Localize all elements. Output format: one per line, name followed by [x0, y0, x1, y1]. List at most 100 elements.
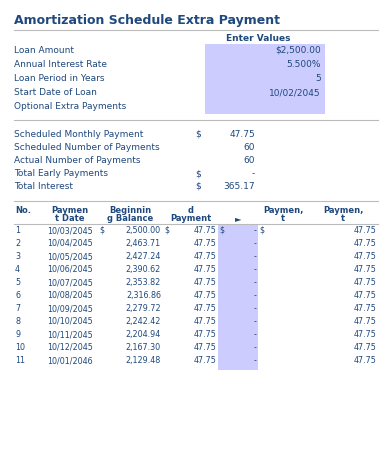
- Text: -: -: [253, 317, 256, 326]
- Text: $: $: [99, 226, 104, 235]
- Text: 47.75: 47.75: [193, 317, 216, 326]
- Text: Scheduled Monthly Payment: Scheduled Monthly Payment: [14, 130, 144, 139]
- Text: 47.75: 47.75: [193, 252, 216, 261]
- Text: d: d: [188, 206, 193, 215]
- Text: 3: 3: [15, 252, 20, 261]
- Text: 6: 6: [15, 291, 20, 300]
- Text: Total Interest: Total Interest: [14, 182, 73, 191]
- Text: 47.75: 47.75: [229, 130, 255, 139]
- Text: 2,463.71: 2,463.71: [126, 239, 161, 248]
- Text: -: -: [253, 265, 256, 274]
- Text: 10/06/2045: 10/06/2045: [47, 265, 93, 274]
- Text: 10/12/2045: 10/12/2045: [47, 343, 93, 352]
- Bar: [205, 44, 325, 114]
- Text: Loan Period in Years: Loan Period in Years: [14, 74, 105, 83]
- Text: Paymen: Paymen: [51, 206, 89, 215]
- Text: $: $: [259, 226, 264, 235]
- Text: 10/02/2045: 10/02/2045: [269, 88, 321, 97]
- Text: 10/11/2045: 10/11/2045: [47, 330, 93, 339]
- Bar: [218, 225, 258, 370]
- Text: 2,279.72: 2,279.72: [125, 304, 161, 313]
- Text: Enter Values: Enter Values: [225, 34, 290, 43]
- Text: -: -: [253, 226, 256, 235]
- Text: 2,167.30: 2,167.30: [126, 343, 161, 352]
- Text: 47.75: 47.75: [193, 343, 216, 352]
- Text: 2,316.86: 2,316.86: [126, 291, 161, 300]
- Text: Amortization Schedule Extra Payment: Amortization Schedule Extra Payment: [14, 14, 280, 27]
- Text: 2,390.62: 2,390.62: [126, 265, 161, 274]
- Text: -: -: [252, 169, 255, 178]
- Text: 4: 4: [15, 265, 20, 274]
- Text: 47.75: 47.75: [353, 226, 376, 235]
- Text: 47.75: 47.75: [353, 330, 376, 339]
- Text: 47.75: 47.75: [353, 304, 376, 313]
- Text: $: $: [195, 169, 201, 178]
- Text: 47.75: 47.75: [193, 356, 216, 365]
- Text: Total Early Payments: Total Early Payments: [14, 169, 108, 178]
- Text: t Date: t Date: [55, 214, 85, 223]
- Text: 2,500.00: 2,500.00: [126, 226, 161, 235]
- Text: 47.75: 47.75: [353, 317, 376, 326]
- Text: 10/03/2045: 10/03/2045: [47, 226, 93, 235]
- Text: Scheduled Number of Payments: Scheduled Number of Payments: [14, 143, 160, 152]
- Text: -: -: [253, 239, 256, 248]
- Text: 10/07/2045: 10/07/2045: [47, 278, 93, 287]
- Text: 47.75: 47.75: [193, 239, 216, 248]
- Text: 10/08/2045: 10/08/2045: [47, 291, 93, 300]
- Text: 60: 60: [243, 143, 255, 152]
- Text: 365.17: 365.17: [223, 182, 255, 191]
- Text: -: -: [253, 278, 256, 287]
- Text: 8: 8: [15, 317, 20, 326]
- Text: Loan Amount: Loan Amount: [14, 46, 74, 55]
- Text: 2,129.48: 2,129.48: [126, 356, 161, 365]
- Text: 10/04/2045: 10/04/2045: [47, 239, 93, 248]
- Text: 47.75: 47.75: [353, 252, 376, 261]
- Text: Optional Extra Payments: Optional Extra Payments: [14, 102, 126, 111]
- Text: 10/09/2045: 10/09/2045: [47, 304, 93, 313]
- Text: $2,500.00: $2,500.00: [275, 46, 321, 55]
- Text: Annual Interest Rate: Annual Interest Rate: [14, 60, 107, 69]
- Text: -: -: [253, 291, 256, 300]
- Text: 47.75: 47.75: [353, 356, 376, 365]
- Text: 5.500%: 5.500%: [287, 60, 321, 69]
- Text: t: t: [341, 214, 345, 223]
- Text: Actual Number of Payments: Actual Number of Payments: [14, 156, 140, 165]
- Text: ►: ►: [235, 214, 241, 223]
- Text: 10/05/2045: 10/05/2045: [47, 252, 93, 261]
- Text: t: t: [281, 214, 285, 223]
- Text: 47.75: 47.75: [353, 278, 376, 287]
- Text: -: -: [253, 356, 256, 365]
- Text: 47.75: 47.75: [353, 343, 376, 352]
- Text: Beginnin: Beginnin: [110, 206, 152, 215]
- Text: Start Date of Loan: Start Date of Loan: [14, 88, 97, 97]
- Text: 10/10/2045: 10/10/2045: [47, 317, 93, 326]
- Text: -: -: [253, 343, 256, 352]
- Text: $: $: [195, 130, 201, 139]
- Text: Payment: Payment: [170, 214, 211, 223]
- Text: No.: No.: [15, 206, 31, 215]
- Text: -: -: [253, 330, 256, 339]
- Text: 2,204.94: 2,204.94: [126, 330, 161, 339]
- Text: $: $: [219, 226, 224, 235]
- Text: 47.75: 47.75: [353, 291, 376, 300]
- Text: 2,427.24: 2,427.24: [126, 252, 161, 261]
- Text: 47.75: 47.75: [193, 226, 216, 235]
- Text: 10: 10: [15, 343, 25, 352]
- Text: 11: 11: [15, 356, 25, 365]
- Text: 47.75: 47.75: [193, 265, 216, 274]
- Text: 47.75: 47.75: [193, 291, 216, 300]
- Text: 5: 5: [315, 74, 321, 83]
- Text: 10/01/2046: 10/01/2046: [47, 356, 93, 365]
- Text: Paymen,: Paymen,: [323, 206, 363, 215]
- Text: -: -: [253, 304, 256, 313]
- Text: Paymen,: Paymen,: [263, 206, 303, 215]
- Text: 2,242.42: 2,242.42: [126, 317, 161, 326]
- Text: 47.75: 47.75: [353, 239, 376, 248]
- Text: 7: 7: [15, 304, 20, 313]
- Text: 47.75: 47.75: [193, 330, 216, 339]
- Text: $: $: [164, 226, 169, 235]
- Text: 5: 5: [15, 278, 20, 287]
- Text: 47.75: 47.75: [353, 265, 376, 274]
- Text: 47.75: 47.75: [193, 304, 216, 313]
- Text: 2: 2: [15, 239, 20, 248]
